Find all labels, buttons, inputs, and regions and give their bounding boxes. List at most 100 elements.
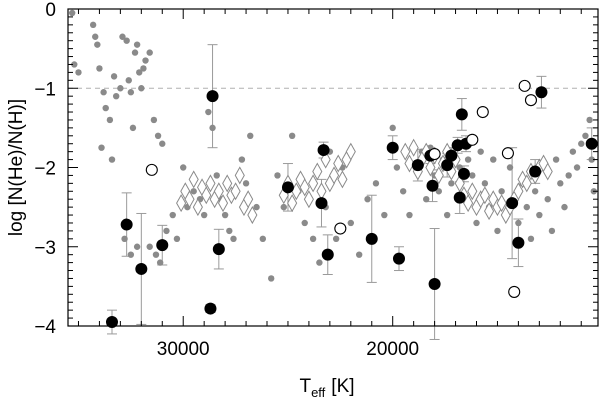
gray-data-point — [213, 172, 220, 179]
gray-diamond-point — [467, 182, 478, 201]
gray-diamond-point — [483, 202, 495, 221]
gray-data-point — [117, 85, 124, 92]
gray-data-point — [94, 41, 101, 48]
gray-data-point — [71, 61, 78, 68]
gray-data-point — [89, 21, 97, 29]
gray-data-point — [399, 188, 407, 195]
gray-diamond-point — [425, 158, 436, 177]
gray-data-point — [230, 235, 237, 243]
y-tick-label: −4 — [34, 317, 56, 338]
gray-data-point — [119, 33, 126, 40]
gray-data-point — [133, 41, 141, 48]
gray-data-point — [268, 275, 275, 282]
gray-diamond-point — [404, 154, 415, 173]
gray-data-point — [443, 211, 451, 219]
black-data-point — [135, 262, 148, 275]
gray-data-point — [92, 33, 99, 40]
gray-diamond-point — [408, 138, 419, 157]
gray-data-point — [106, 116, 114, 124]
gray-data-point — [280, 203, 287, 211]
gray-data-point — [146, 243, 153, 250]
gray-data-point — [190, 188, 197, 195]
gray-data-point — [68, 9, 76, 17]
gray-data-point — [129, 124, 137, 132]
y-tick-labels: 0 −1 −2 −3 −4 — [34, 0, 56, 338]
x-tick-label: 30000 — [157, 339, 210, 360]
gray-data-point — [552, 156, 560, 163]
open-circle-point — [145, 163, 158, 176]
gray-data-point — [108, 156, 116, 163]
gray-data-point — [301, 219, 308, 227]
gray-data-point — [477, 148, 484, 155]
gray-data-point — [469, 172, 476, 179]
gray-diamond-point — [217, 194, 229, 213]
gray-data-point — [146, 49, 153, 56]
gray-diamond-point — [192, 198, 203, 217]
gray-data-point — [123, 37, 130, 44]
gray-diamond-point — [496, 194, 507, 213]
gray-data-point — [102, 104, 109, 112]
gray-data-point — [121, 235, 128, 243]
gray-data-point — [573, 164, 581, 171]
gray-data-point — [355, 251, 363, 258]
gray-data-point — [100, 89, 107, 96]
gray-data-point — [152, 251, 160, 258]
gray-diamond-point — [433, 166, 444, 185]
open-circle-point — [518, 79, 531, 92]
gray-diamond-point — [287, 194, 298, 213]
gray-data-point — [150, 116, 158, 124]
open-circle-point — [334, 222, 347, 235]
black-data-point — [529, 165, 542, 178]
gray-diamond-point — [316, 182, 327, 201]
gray-data-point — [490, 156, 497, 163]
gray-data-point — [125, 77, 132, 84]
gray-data-point — [136, 69, 143, 76]
gray-diamond-point — [479, 186, 490, 205]
gray-data-point — [156, 259, 164, 266]
gray-data-point — [565, 172, 572, 179]
black-data-point — [411, 159, 424, 172]
gray-diamond-point — [312, 162, 323, 181]
gray-data-point — [372, 180, 380, 187]
black-data-point — [426, 179, 439, 192]
gray-data-point — [494, 227, 501, 235]
gray-data-point — [569, 148, 577, 155]
gray-data-point — [238, 156, 246, 163]
data-points — [68, 9, 598, 329]
gray-data-point — [381, 211, 388, 219]
black-data-point — [212, 243, 225, 256]
gray-data-point — [544, 196, 551, 203]
black-data-point — [453, 191, 466, 204]
gray-data-point — [209, 124, 216, 132]
gray-diamond-point — [205, 174, 216, 193]
black-data-point — [392, 252, 405, 265]
gray-data-point — [75, 69, 82, 76]
gray-diamond-point — [345, 142, 356, 161]
y-tick-label: 0 — [45, 0, 56, 21]
black-data-point — [535, 86, 548, 99]
gray-data-point — [169, 211, 176, 219]
gray-data-point — [423, 196, 430, 203]
gray-data-point — [200, 211, 208, 219]
gray-data-point — [138, 85, 145, 92]
gray-data-point — [288, 132, 296, 139]
gray-data-point — [531, 188, 539, 195]
gray-data-point — [464, 156, 472, 163]
y-axis-label: log [N(He)/N(H)] — [6, 99, 27, 236]
gray-data-point — [133, 243, 141, 250]
gray-data-point — [142, 57, 149, 64]
axis-ticks — [68, 8, 598, 327]
open-circle-point — [428, 147, 441, 161]
gray-diamond-point — [188, 170, 199, 189]
gray-data-point — [112, 92, 120, 100]
gray-data-point — [226, 227, 233, 235]
black-data-point — [281, 181, 294, 194]
gray-data-point — [131, 49, 139, 56]
black-data-point — [585, 137, 598, 150]
gray-data-point — [582, 132, 589, 139]
black-data-point — [445, 149, 458, 162]
gray-data-point — [406, 211, 413, 219]
gray-data-point — [253, 203, 260, 211]
gray-diamond-point — [542, 162, 553, 181]
gray-data-point — [173, 235, 181, 243]
